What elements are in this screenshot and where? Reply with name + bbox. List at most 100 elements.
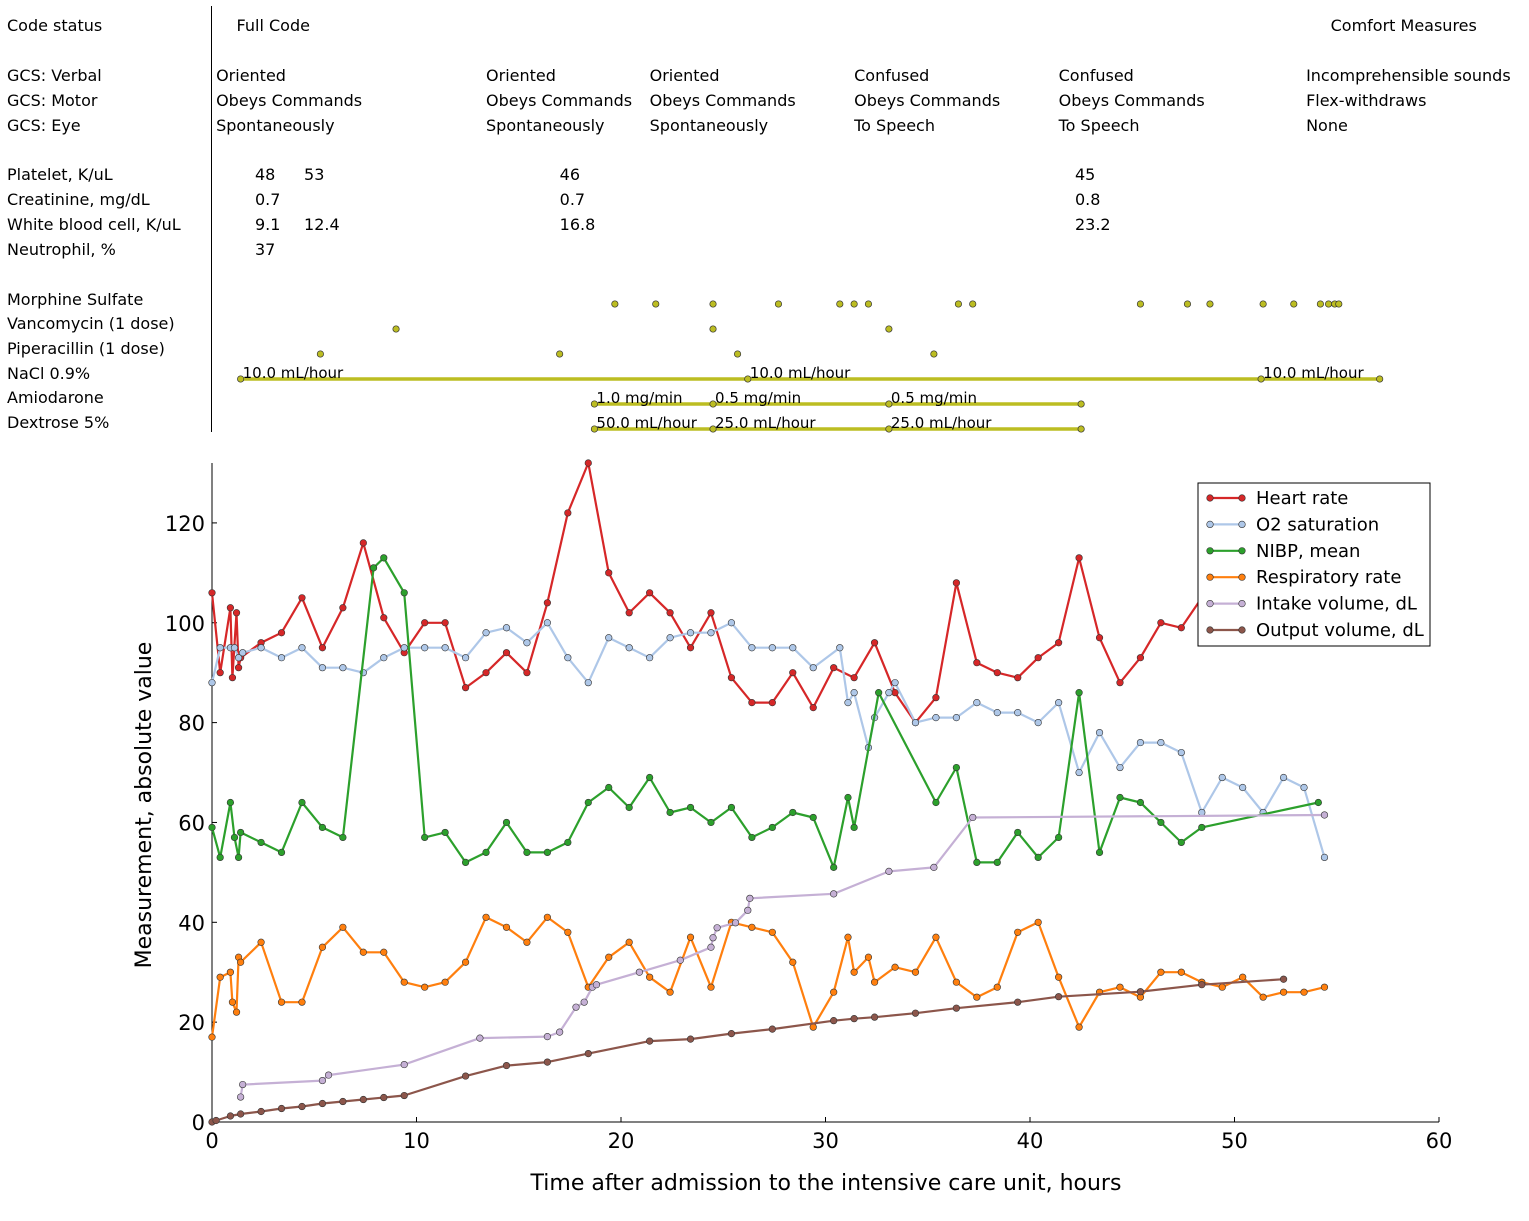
data-point xyxy=(359,948,367,956)
legend-marker xyxy=(1206,573,1214,581)
row-label-vancomycin: Vancomycin (1 dose) xyxy=(7,314,175,333)
data-point xyxy=(277,629,286,637)
x-axis-label: Time after admission to the intensive ca… xyxy=(530,1171,1122,1196)
data-point xyxy=(686,933,695,941)
data-point xyxy=(952,714,960,722)
data-point xyxy=(850,823,858,832)
data-point xyxy=(369,564,378,572)
data-point xyxy=(277,998,286,1006)
lab-value-creatinine: 0.7 xyxy=(559,190,586,209)
data-point xyxy=(257,938,265,946)
gcs-motor-entry: Obeys Commands xyxy=(854,91,1001,110)
dose-marker-morphine xyxy=(1183,300,1192,308)
data-point xyxy=(768,823,776,832)
data-point xyxy=(502,818,511,827)
series-2 xyxy=(208,554,1322,871)
data-point xyxy=(864,953,873,961)
lab-value-platelet: 53 xyxy=(304,165,325,184)
data-point xyxy=(830,863,838,871)
data-point xyxy=(421,619,429,627)
data-point xyxy=(543,599,551,607)
data-point xyxy=(727,619,736,627)
lab-value-creatinine: 0.7 xyxy=(254,190,281,209)
legend-label: NIBP, mean xyxy=(1256,541,1360,562)
data-point xyxy=(993,709,1001,717)
legend-marker xyxy=(1238,547,1246,555)
legend-box xyxy=(1197,482,1431,647)
data-point xyxy=(208,589,216,597)
data-point xyxy=(707,609,715,617)
data-point xyxy=(1014,998,1022,1006)
data-point xyxy=(482,669,490,677)
row-label-morphine: Morphine Sulfate xyxy=(7,290,144,309)
data-point xyxy=(1014,828,1022,837)
data-point xyxy=(748,833,756,842)
panel-divider xyxy=(211,6,212,432)
dose-marker-vancomycin xyxy=(885,325,893,333)
data-point xyxy=(932,694,940,702)
lab-value-wbc: 16.8 xyxy=(559,215,596,234)
medication-markers: 10.0 mL/hour 10.0 mL/hour 10.0 mL/hour 1.0 … xyxy=(237,300,1384,433)
data-point xyxy=(339,923,347,931)
y-axis-label: Measurement, absolute value xyxy=(132,642,157,969)
legend-marker xyxy=(1206,547,1214,555)
dose-marker-morphine xyxy=(1136,300,1144,308)
infusion-marker-amiodarone xyxy=(590,400,598,408)
infusion-rate-label-amiodarone: 0.5 mg/min xyxy=(715,389,801,407)
data-point xyxy=(564,509,572,517)
data-point xyxy=(230,833,239,842)
gcs-motor-entry: Obeys Commands xyxy=(486,91,633,110)
lab-value-platelet: 46 xyxy=(559,165,580,184)
gcs-motor-entry: Obeys Commands xyxy=(216,91,363,110)
data-point xyxy=(1034,719,1042,727)
data-point xyxy=(543,1033,551,1041)
data-point xyxy=(885,867,893,875)
data-point xyxy=(298,798,306,807)
data-point xyxy=(932,933,940,941)
data-point xyxy=(1320,853,1329,862)
gcs-eye-entry: Spontaneously xyxy=(649,116,769,135)
data-point xyxy=(228,674,237,682)
data-point xyxy=(1198,981,1206,989)
dose-marker-morphine xyxy=(850,300,858,308)
data-point xyxy=(952,763,960,772)
series-1 xyxy=(208,619,1329,862)
data-point xyxy=(226,604,235,612)
data-point xyxy=(973,858,981,866)
y-tick-label: 120 xyxy=(165,512,205,536)
code-status-entry: Full Code xyxy=(236,16,310,35)
legend-label: O2 saturation xyxy=(1256,514,1379,535)
data-point xyxy=(646,973,654,981)
gcs-eye-entry: To Speech xyxy=(854,116,935,135)
data-point xyxy=(605,569,613,577)
data-point xyxy=(850,674,858,682)
series-4 xyxy=(237,811,1329,1101)
data-point xyxy=(1055,699,1063,707)
dose-marker-morphine xyxy=(1259,300,1267,308)
data-point xyxy=(666,634,674,642)
data-point xyxy=(768,928,776,936)
data-point xyxy=(556,1028,564,1036)
data-point xyxy=(359,1095,367,1104)
data-point xyxy=(1177,968,1185,976)
data-point xyxy=(1055,639,1063,647)
x-tick-label: 20 xyxy=(608,1129,635,1153)
data-point xyxy=(891,689,899,697)
data-point xyxy=(1136,988,1145,996)
legend-marker xyxy=(1238,494,1246,502)
data-point xyxy=(523,669,531,677)
data-point xyxy=(226,1112,235,1120)
lab-value-creatinine: 0.8 xyxy=(1074,190,1101,209)
y-tick-label: 80 xyxy=(178,712,205,736)
row-label-dextrose: Dextrose 5% xyxy=(7,413,110,432)
data-point xyxy=(543,1058,551,1066)
data-point xyxy=(421,644,429,652)
data-point xyxy=(234,654,243,662)
dose-marker-morphine xyxy=(709,300,717,308)
infusion-marker-nacl xyxy=(1376,375,1384,383)
data-point xyxy=(707,943,715,951)
gcs-eye-entry: None xyxy=(1306,116,1348,135)
data-point xyxy=(748,644,756,652)
data-point xyxy=(1116,763,1124,772)
